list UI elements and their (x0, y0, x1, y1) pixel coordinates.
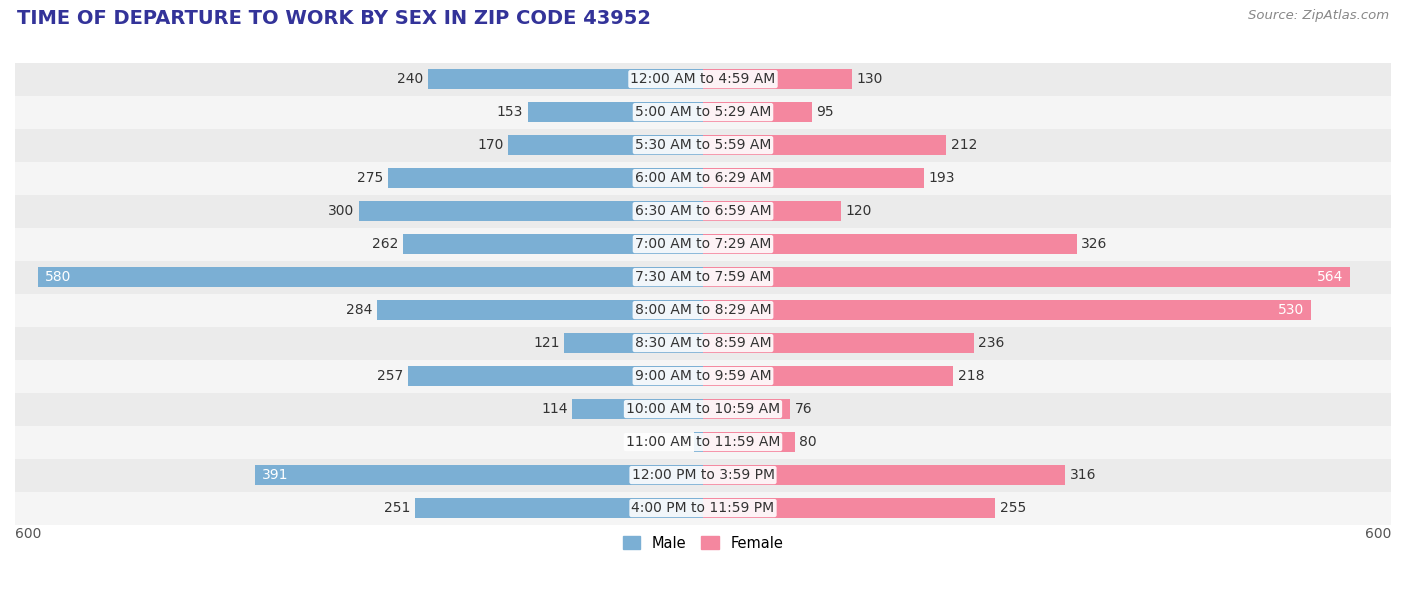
Bar (703, 267, 1350, 287)
Text: 212: 212 (950, 138, 977, 152)
Bar (703, 135, 946, 155)
Bar (15, 459, 1391, 491)
Bar (359, 201, 703, 221)
Text: 7:00 AM to 7:29 AM: 7:00 AM to 7:29 AM (636, 237, 770, 251)
Text: 170: 170 (477, 138, 503, 152)
Text: 6:00 AM to 6:29 AM: 6:00 AM to 6:29 AM (634, 171, 772, 185)
Bar (388, 168, 703, 188)
Bar (38, 267, 703, 287)
Text: 12:00 AM to 4:59 AM: 12:00 AM to 4:59 AM (630, 72, 776, 86)
Bar (15, 327, 1391, 359)
Text: TIME OF DEPARTURE TO WORK BY SEX IN ZIP CODE 43952: TIME OF DEPARTURE TO WORK BY SEX IN ZIP … (17, 9, 651, 28)
Bar (15, 162, 1391, 195)
Bar (15, 393, 1391, 425)
Text: 8: 8 (681, 435, 689, 449)
Text: 9:00 AM to 9:59 AM: 9:00 AM to 9:59 AM (634, 369, 772, 383)
Bar (572, 399, 703, 419)
Text: 600: 600 (1365, 527, 1391, 541)
Legend: Male, Female: Male, Female (617, 530, 789, 556)
Bar (527, 102, 703, 122)
Bar (415, 498, 703, 518)
Text: 5:00 AM to 5:29 AM: 5:00 AM to 5:29 AM (636, 105, 770, 119)
Text: 130: 130 (856, 72, 883, 86)
Bar (377, 300, 703, 320)
Bar (703, 399, 790, 419)
Text: 8:00 AM to 8:29 AM: 8:00 AM to 8:29 AM (634, 303, 772, 317)
Text: 120: 120 (845, 204, 872, 218)
Bar (703, 102, 811, 122)
Bar (15, 261, 1391, 293)
Text: 121: 121 (533, 336, 560, 350)
Text: 4:00 PM to 11:59 PM: 4:00 PM to 11:59 PM (631, 501, 775, 515)
Bar (703, 69, 852, 89)
Bar (427, 69, 703, 89)
Text: 530: 530 (1278, 303, 1303, 317)
Bar (703, 234, 1077, 254)
Bar (15, 96, 1391, 129)
Bar (15, 491, 1391, 525)
Bar (703, 300, 1310, 320)
Text: 316: 316 (1070, 468, 1097, 482)
Bar (15, 62, 1391, 96)
Text: 8:30 AM to 8:59 AM: 8:30 AM to 8:59 AM (634, 336, 772, 350)
Bar (15, 359, 1391, 393)
Bar (564, 333, 703, 353)
Text: 257: 257 (377, 369, 404, 383)
Text: 240: 240 (396, 72, 423, 86)
Text: 564: 564 (1316, 270, 1343, 284)
Bar (703, 465, 1066, 485)
Text: 95: 95 (817, 105, 834, 119)
Text: 262: 262 (371, 237, 398, 251)
Text: 11:00 AM to 11:59 AM: 11:00 AM to 11:59 AM (626, 435, 780, 449)
Text: 5:30 AM to 5:59 AM: 5:30 AM to 5:59 AM (636, 138, 770, 152)
Text: 12:00 PM to 3:59 PM: 12:00 PM to 3:59 PM (631, 468, 775, 482)
Text: 76: 76 (794, 402, 813, 416)
Bar (15, 129, 1391, 162)
Text: 153: 153 (496, 105, 523, 119)
Bar (254, 465, 703, 485)
Bar (15, 293, 1391, 327)
Bar (15, 425, 1391, 459)
Bar (703, 168, 924, 188)
Text: 6:30 AM to 6:59 AM: 6:30 AM to 6:59 AM (634, 204, 772, 218)
Bar (402, 234, 703, 254)
Bar (703, 366, 953, 386)
Bar (408, 366, 703, 386)
Text: 193: 193 (929, 171, 956, 185)
Bar (15, 195, 1391, 227)
Bar (703, 432, 794, 452)
Text: 114: 114 (541, 402, 568, 416)
Text: 251: 251 (384, 501, 411, 515)
Text: 284: 284 (346, 303, 373, 317)
Bar (703, 333, 973, 353)
Text: Source: ZipAtlas.com: Source: ZipAtlas.com (1249, 9, 1389, 22)
Text: 218: 218 (957, 369, 984, 383)
Text: 300: 300 (328, 204, 354, 218)
Text: 255: 255 (1000, 501, 1026, 515)
Text: 7:30 AM to 7:59 AM: 7:30 AM to 7:59 AM (636, 270, 770, 284)
Text: 580: 580 (45, 270, 72, 284)
Bar (693, 432, 703, 452)
Text: 391: 391 (262, 468, 288, 482)
Bar (703, 498, 995, 518)
Text: 326: 326 (1081, 237, 1108, 251)
Text: 10:00 AM to 10:59 AM: 10:00 AM to 10:59 AM (626, 402, 780, 416)
Bar (703, 201, 841, 221)
Text: 600: 600 (15, 527, 41, 541)
Bar (15, 227, 1391, 261)
Text: 275: 275 (357, 171, 382, 185)
Bar (508, 135, 703, 155)
Text: 80: 80 (800, 435, 817, 449)
Text: 236: 236 (979, 336, 1004, 350)
